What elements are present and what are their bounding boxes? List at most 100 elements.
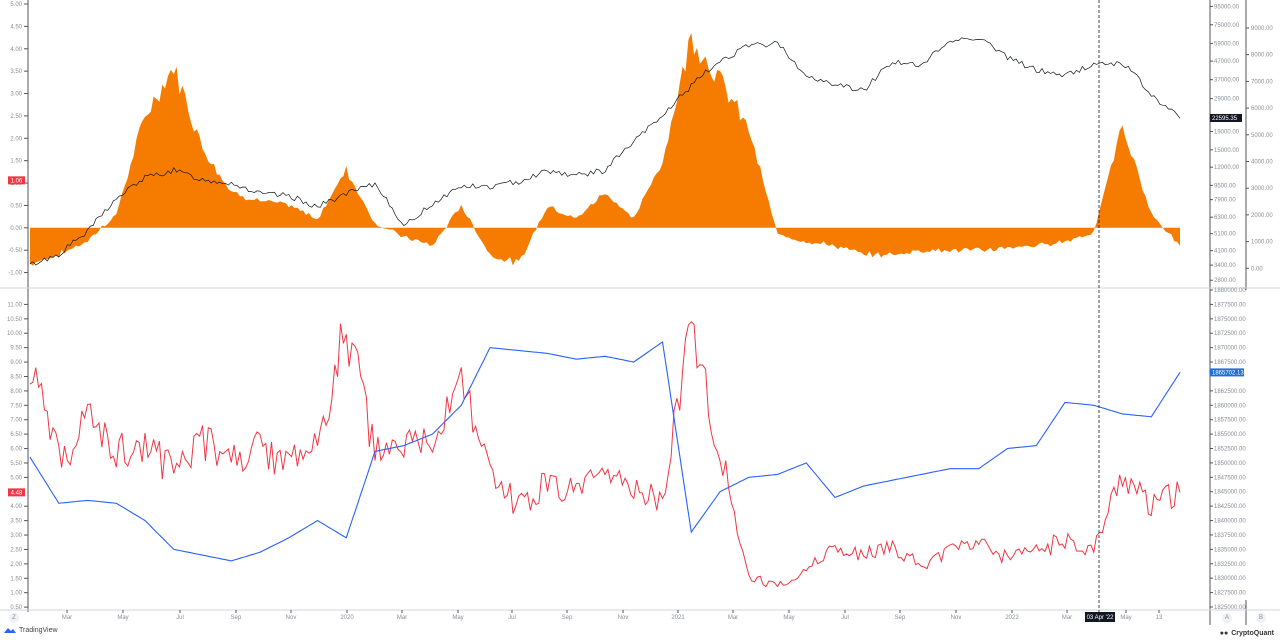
right-axis-2-tick-label: 2000.00 xyxy=(1251,213,1273,219)
right-axis-tick-label: 15000.00 xyxy=(1214,148,1240,154)
badge-text: 1.06 xyxy=(11,178,23,184)
time-axis-label: Jul xyxy=(176,615,184,621)
right-axis-tick-label: 1867500.00 xyxy=(1214,360,1246,366)
right-axis-tick-label: 59000.00 xyxy=(1214,41,1240,47)
oscillator-area xyxy=(30,32,1180,266)
left-axis-tick-label: 6.00 xyxy=(10,447,22,453)
time-axis-label: May xyxy=(1120,615,1131,621)
time-axis-label: 2021 xyxy=(671,615,685,621)
right-axis-tick-label: 1847500.00 xyxy=(1214,475,1246,481)
cryptoquant-icon: ●● xyxy=(1219,630,1229,637)
time-axis-label: Jul xyxy=(841,615,849,621)
right-axis-tick-label: 47000.00 xyxy=(1214,59,1240,65)
left-axis-tick-label: -0.50 xyxy=(8,248,22,254)
right-axis-2-tick-label: 9000.00 xyxy=(1251,26,1273,32)
right-axis-tick-label: 1880000.00 xyxy=(1214,288,1246,294)
left-axis-tick-label: 2.00 xyxy=(10,562,22,568)
time-axis-label: Sep xyxy=(562,615,573,621)
time-axis-label: 2020 xyxy=(340,615,354,621)
tradingview-logo: TradingView xyxy=(4,627,58,634)
right-axis-tick-label: 9500.00 xyxy=(1214,183,1236,189)
time-axis-label: 2022 xyxy=(1005,615,1019,621)
time-axis-label: Jul xyxy=(508,615,516,621)
right-axis-tick-label: 1877500.00 xyxy=(1214,302,1246,308)
left-axis-tick-label: 0.00 xyxy=(10,226,22,232)
left-axis-tick-label: 8.50 xyxy=(10,374,22,380)
right-axis-tick-label: 29000.00 xyxy=(1214,97,1240,103)
left-axis-tick-label: 0.50 xyxy=(10,203,22,209)
time-axis-label: May xyxy=(452,615,463,621)
left-axis-tick-label: 4.00 xyxy=(10,47,22,53)
time-axis-label: Mar xyxy=(62,615,72,621)
zoom-reset-button[interactable]: Z xyxy=(9,613,19,623)
left-axis-tick-label: 10.50 xyxy=(7,317,23,323)
tradingview-label: TradingView xyxy=(19,627,58,634)
time-axis-label: May xyxy=(117,615,128,621)
left-axis-tick-label: 1.00 xyxy=(10,591,22,597)
current-value-badge-top-left xyxy=(8,176,25,185)
time-axis-label: Mar xyxy=(728,615,738,621)
left-axis-tick-label: 0.50 xyxy=(10,605,22,611)
time-axis-label: May xyxy=(783,615,794,621)
left-axis-tick-label: 2.50 xyxy=(10,114,22,120)
left-axis-tick-label: 2.00 xyxy=(10,136,22,142)
right-axis-tick-label: 37000.00 xyxy=(1214,78,1240,84)
right-axis-tick-label: 19000.00 xyxy=(1214,129,1240,135)
left-axis-tick-label: 3.50 xyxy=(10,69,22,75)
right-axis-tick-label: 1825000.00 xyxy=(1214,605,1246,611)
right-axis-2-tick-label: 7000.00 xyxy=(1251,79,1273,85)
left-axis-tick-label: 5.50 xyxy=(10,461,22,467)
left-axis-tick-label: 4.00 xyxy=(10,504,22,510)
cryptoquant-label: CryptoQuant xyxy=(1231,630,1274,637)
right-axis-tick-label: 6300.00 xyxy=(1214,215,1236,221)
left-axis-tick-label: 4.50 xyxy=(10,24,22,30)
right-axis-tick-label: 5100.00 xyxy=(1214,232,1236,238)
right-axis-2-tick-label: 3000.00 xyxy=(1251,186,1273,192)
right-axis-tick-label: 1845000.00 xyxy=(1214,490,1246,496)
right-axis-tick-label: 1827500.00 xyxy=(1214,591,1246,597)
price-line xyxy=(29,37,1181,266)
badge-text: 1865702.13 xyxy=(1212,370,1244,376)
right-axis-2-tick-label: 4000.00 xyxy=(1251,160,1273,166)
auto-scale-button[interactable]: A xyxy=(1222,613,1232,623)
time-axis-label: Sep xyxy=(231,615,242,621)
time-axis-label: Nov xyxy=(286,615,297,621)
scale-b-button[interactable]: B xyxy=(1256,613,1266,623)
badge-text: 4.48 xyxy=(11,490,23,496)
right-axis-tick-label: 1855000.00 xyxy=(1214,432,1246,438)
right-axis-tick-label: 1835000.00 xyxy=(1214,547,1246,553)
right-axis-tick-label: 1832500.00 xyxy=(1214,562,1246,568)
right-axis-tick-label: 4100.00 xyxy=(1214,249,1236,255)
crosshair-date-badge xyxy=(1085,612,1115,622)
red-series-line xyxy=(29,320,1181,588)
time-axis-label: Nov xyxy=(951,615,962,621)
tradingview-icon xyxy=(4,628,16,633)
blue-series-line xyxy=(29,340,1181,562)
left-axis-tick-label: 5.00 xyxy=(10,475,22,481)
right-axis-tick-label: 1860000.00 xyxy=(1214,403,1246,409)
right-axis-tick-label: 1837500.00 xyxy=(1214,533,1246,539)
right-axis-2-tick-label: 8000.00 xyxy=(1251,53,1273,59)
left-axis-tick-label: 5.00 xyxy=(10,2,22,8)
current-value-badge-bottom-left xyxy=(8,488,25,497)
right-axis-tick-label: 2800.00 xyxy=(1214,278,1236,284)
right-axis-tick-label: 1842500.00 xyxy=(1214,504,1246,510)
left-axis-tick-label: 3.00 xyxy=(10,92,22,98)
right-axis-tick-label: 1840000.00 xyxy=(1214,519,1246,525)
left-axis-tick-label: 7.00 xyxy=(10,418,22,424)
current-price-badge xyxy=(1210,114,1242,123)
right-axis-tick-label: 3400.00 xyxy=(1214,263,1236,269)
left-axis-tick-label: 1.50 xyxy=(10,576,22,582)
left-axis-tick-label: 9.00 xyxy=(10,360,22,366)
current-value-badge-bottom-right xyxy=(1210,368,1244,377)
left-axis-tick-label: 9.50 xyxy=(10,346,22,352)
right-axis-tick-label: 75000.00 xyxy=(1214,23,1240,29)
right-axis-tick-label: 1862500.00 xyxy=(1214,389,1246,395)
time-axis-label: 13 xyxy=(1156,615,1163,621)
left-axis-tick-label: 8.00 xyxy=(10,389,22,395)
time-axis-label: Mar xyxy=(1062,615,1072,621)
right-axis-tick-label: 12000.00 xyxy=(1214,165,1240,171)
right-axis-tick-label: 7900.00 xyxy=(1214,198,1236,204)
right-axis-2-tick-label: 0.00 xyxy=(1251,266,1263,272)
